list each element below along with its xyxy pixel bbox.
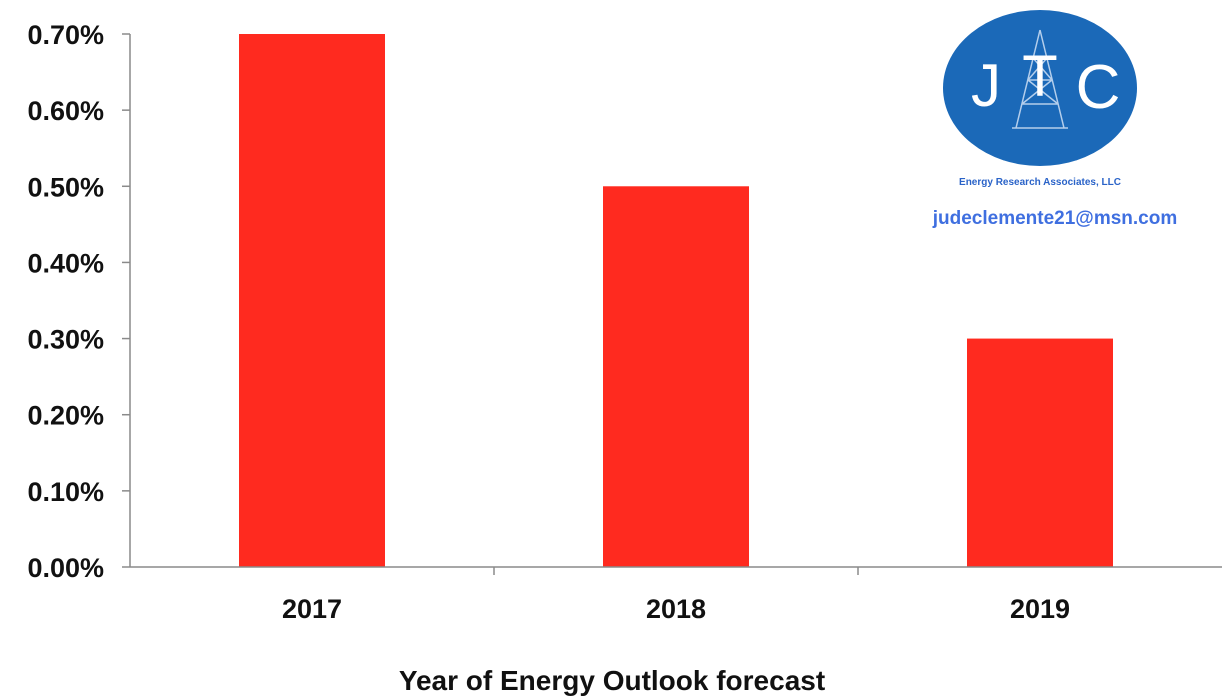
- logo-subtitle: Energy Research Associates, LLC: [959, 177, 1121, 188]
- axes-group: [122, 33, 1222, 575]
- y-tick-label: 0.40%: [27, 248, 104, 278]
- jtc-logo: J T C Energy Research Associates, LLC: [943, 10, 1137, 188]
- y-tick-label: 0.50%: [27, 172, 104, 202]
- y-tick-label: 0.20%: [27, 401, 104, 431]
- y-tick-label: 0.70%: [27, 20, 104, 50]
- y-tick-label: 0.30%: [27, 325, 104, 355]
- x-category-labels: 2017 2018 2019: [282, 594, 1070, 624]
- contact-email: judeclemente21@msn.com: [932, 208, 1178, 229]
- bars-group: [239, 34, 1113, 568]
- bar-2019: [967, 338, 1113, 567]
- logo-letter-c: C: [1076, 53, 1121, 122]
- x-tick-label: 2018: [646, 594, 706, 624]
- logo-letter-j: J: [971, 52, 1001, 119]
- x-tick-label: 2017: [282, 594, 342, 624]
- y-tick-labels: 0.00% 0.10% 0.20% 0.30% 0.40% 0.50% 0.60% 0.70%: [27, 20, 104, 583]
- oil-derrick-icon: [1012, 29, 1068, 129]
- bar-2018: [603, 186, 749, 568]
- y-tick-label: 0.60%: [27, 96, 104, 126]
- y-tick-label: 0.00%: [27, 553, 104, 583]
- x-axis-title: Year of Energy Outlook forecast: [399, 665, 825, 696]
- logo-circle: [943, 10, 1137, 166]
- y-tick-label: 0.10%: [27, 477, 104, 507]
- bar-2017: [239, 34, 385, 567]
- logo-letter-t: T: [1022, 44, 1057, 109]
- x-tick-label: 2019: [1010, 594, 1070, 624]
